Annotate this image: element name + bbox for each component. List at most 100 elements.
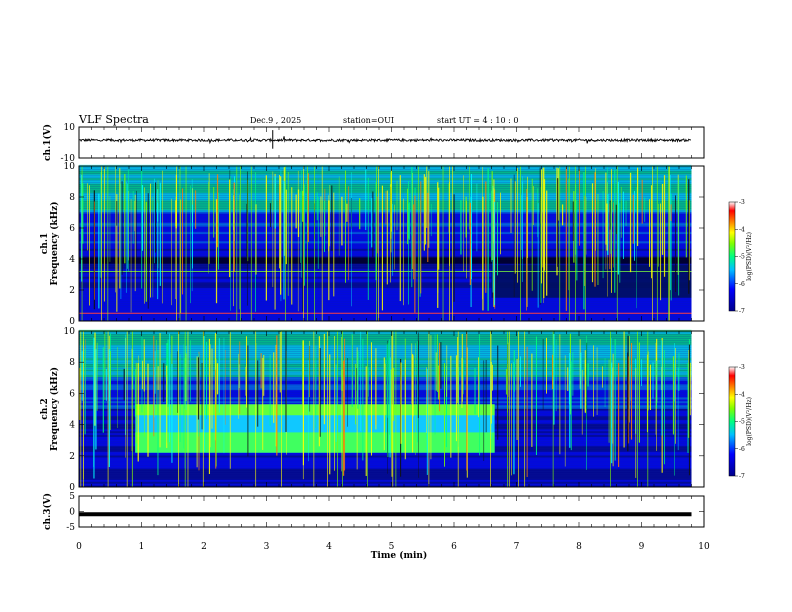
colorbar: [728, 366, 736, 477]
x-tick-label: 3: [264, 542, 270, 552]
spec-tick-label: 0: [69, 483, 75, 493]
freq-band: [79, 181, 692, 184]
x-axis-label: Time (min): [371, 550, 428, 561]
freq-band: [79, 485, 692, 488]
freq-band: [79, 479, 692, 482]
freq-band: [79, 263, 692, 266]
freq-band: [79, 174, 692, 177]
freq-band: [79, 472, 692, 475]
time-axis: 0 1 2 3 4 5 6 7 8 9 10: [76, 542, 710, 552]
freq-band: [79, 252, 692, 255]
freq-band: [79, 205, 692, 209]
freq-band: [79, 175, 692, 179]
x-tick-label: 6: [451, 542, 457, 552]
freq-band: [79, 340, 692, 344]
colorbar-tick-label: -3: [739, 364, 745, 371]
no-data-area: [691, 331, 704, 487]
spec-tick-label: 6: [69, 389, 75, 399]
ch1-waveform-line: [79, 136, 692, 145]
freq-band: [79, 293, 692, 296]
freq-band: [79, 315, 692, 318]
freq-band: [79, 190, 692, 194]
freq-band: [79, 475, 692, 479]
freq-band: [79, 280, 692, 283]
x-tick-label: 10: [698, 542, 710, 552]
spec-tick-label: 0: [69, 317, 75, 327]
freq-band: [79, 188, 692, 192]
freq-band: [79, 348, 692, 351]
spec-tick-label: 2: [69, 286, 75, 296]
spectrogram-ylabel: ch.1: [40, 233, 50, 254]
dark-band: [79, 257, 692, 264]
freq-band: [79, 216, 692, 220]
spectrogram-ylabel: Frequency (kHz): [49, 201, 60, 285]
freq-band: [79, 242, 692, 246]
freq-band: [79, 306, 692, 309]
freq-band: [79, 218, 692, 222]
freq-band: [79, 319, 692, 322]
freq-band: [79, 457, 692, 460]
figure-title: VLF Spectra: [78, 113, 149, 126]
freq-band: [79, 177, 692, 181]
spec-tick-label: 8: [69, 358, 75, 368]
spectrogram-ylabel: ch.2: [40, 398, 50, 419]
colorbar-label: log(PSD)(V²/Hz): [746, 232, 753, 281]
freq-band: [79, 470, 692, 473]
freq-band: [79, 185, 692, 188]
freq-band: [79, 317, 692, 320]
freq-band: [79, 307, 692, 311]
freq-band: [79, 198, 692, 201]
freq-band: [79, 287, 692, 290]
colorbar-label: log(PSD)(V²/Hz): [746, 397, 753, 446]
ch3-wave-tick-label: 0: [69, 508, 75, 518]
freq-band: [79, 278, 692, 281]
freq-band: [79, 466, 692, 469]
freq-band: [79, 460, 692, 464]
freq-band: [79, 289, 692, 292]
freq-band: [79, 339, 692, 342]
freq-band: [79, 231, 692, 235]
freq-band: [79, 331, 692, 334]
freq-band: [79, 300, 692, 303]
freq-band: [79, 239, 692, 242]
freq-band: [79, 352, 692, 355]
x-tick-label: 8: [576, 542, 582, 552]
colorbar-tick-label: -5: [739, 254, 745, 261]
x-tick-label: 9: [639, 542, 645, 552]
freq-band: [79, 265, 692, 268]
freq-band: [79, 483, 692, 486]
freq-band: [79, 354, 692, 357]
freq-band: [79, 201, 692, 205]
freq-band: [79, 170, 692, 173]
ch1-wave-tick-label: -10: [61, 154, 76, 164]
freq-band: [79, 207, 692, 210]
x-tick-label: 0: [76, 542, 82, 552]
freq-band: [79, 268, 692, 272]
freq-band: [79, 211, 692, 214]
freq-band: [79, 168, 692, 171]
freq-band: [79, 481, 692, 484]
freq-band: [79, 464, 692, 467]
spec-tick-label: 4: [69, 255, 75, 265]
freq-band: [79, 298, 692, 302]
freq-band: [79, 272, 692, 275]
colorbar-tick-label: -6: [739, 281, 745, 288]
freq-band: [79, 350, 692, 353]
freq-band: [79, 337, 692, 340]
freq-band: [79, 246, 692, 249]
spec-tick-label: 2: [69, 452, 75, 462]
freq-band: [79, 477, 692, 481]
colorbar-tick-label: -4: [739, 226, 745, 233]
colorbar-tick-label: -6: [739, 446, 745, 453]
freq-band: [79, 224, 692, 227]
freq-band: [79, 468, 692, 471]
freq-band: [79, 281, 692, 285]
freq-band: [79, 335, 692, 338]
spec-tick-label: 4: [69, 421, 75, 431]
ch2-spectrogram-panel: 0 2 4 6 8 10 ch.2 Frequency (kHz): [40, 327, 705, 493]
freq-band: [79, 309, 692, 313]
freq-band: [79, 229, 692, 233]
ch1-wave-tick-label: 10: [64, 123, 76, 133]
freq-band: [79, 222, 692, 225]
